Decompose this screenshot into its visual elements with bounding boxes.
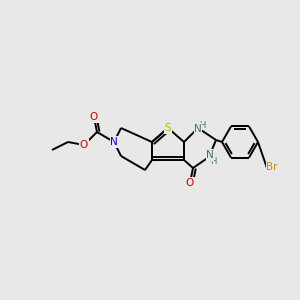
Text: O: O [80,140,88,150]
Text: N: N [206,150,214,160]
Text: N: N [194,124,202,134]
Text: N: N [110,137,118,147]
Text: O: O [186,178,194,188]
Text: S: S [165,123,171,133]
Text: H: H [199,121,205,130]
Text: H: H [210,157,216,166]
Text: O: O [90,112,98,122]
Text: Br: Br [266,162,278,172]
